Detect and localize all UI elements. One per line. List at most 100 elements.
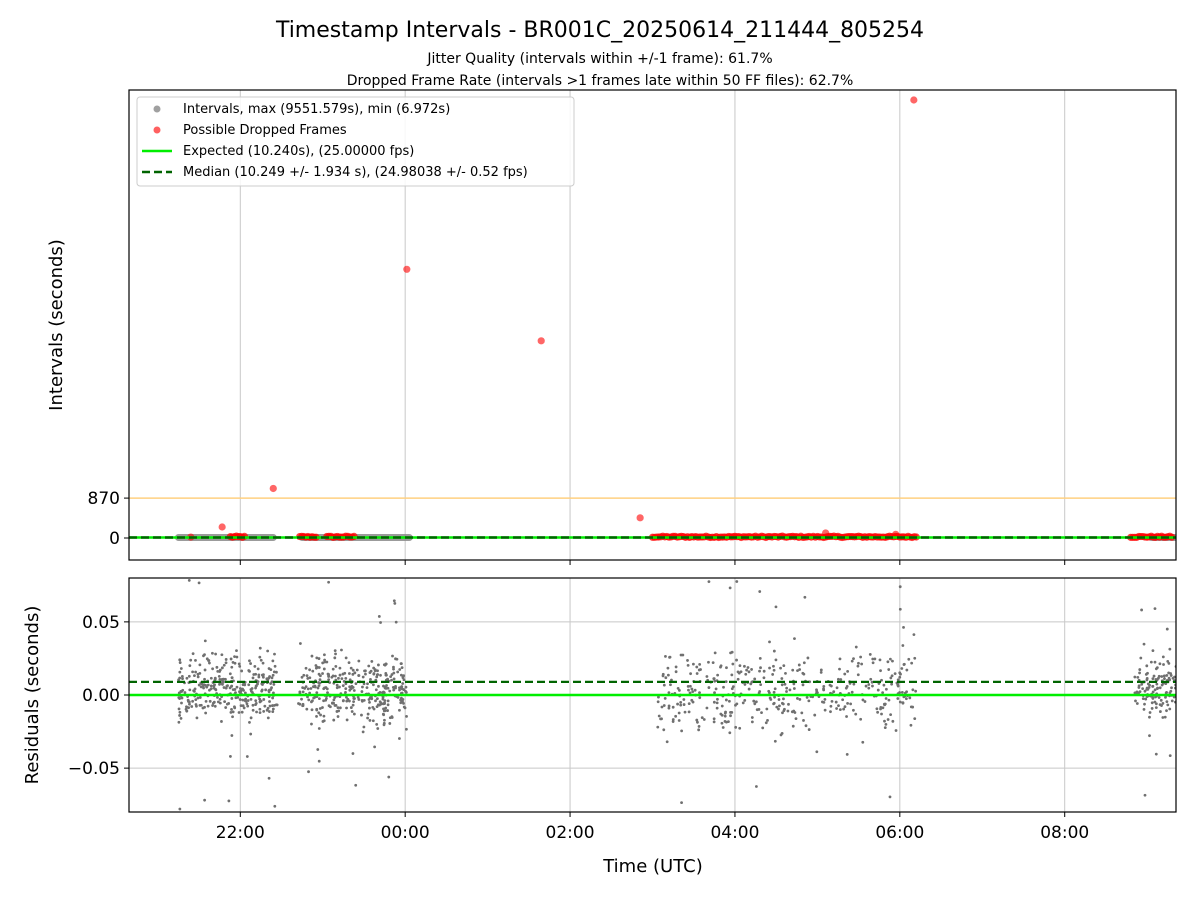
residuals-ticks: 22:00 00:00 02:00 04:00 06:00 08:00 0.05 0.00 −0…	[68, 613, 1089, 843]
residual-point	[729, 714, 732, 718]
residual-point	[233, 705, 236, 709]
residual-point	[902, 662, 906, 666]
residual-point	[669, 683, 672, 687]
residual-point	[242, 706, 246, 710]
residual-point	[244, 699, 248, 703]
residual-point	[707, 580, 711, 584]
residual-point	[1151, 690, 1155, 694]
residual-point	[227, 799, 231, 803]
residual-point	[383, 686, 387, 690]
residual-point	[221, 682, 224, 686]
residual-point	[774, 605, 778, 609]
residual-point	[249, 698, 253, 701]
x-axis-label: Time (UTC)	[602, 856, 703, 877]
residual-point	[901, 701, 905, 705]
residual-point	[663, 696, 667, 700]
residual-point	[256, 667, 260, 671]
residual-point	[752, 699, 756, 703]
residual-point	[871, 684, 874, 688]
residual-point	[702, 718, 706, 721]
residual-point	[803, 595, 807, 599]
residual-point	[235, 649, 238, 653]
intervals-axes-frame	[128, 89, 1177, 561]
residual-point	[266, 649, 270, 653]
residual-point	[1158, 710, 1162, 713]
residual-point	[772, 664, 775, 668]
residual-point	[213, 683, 216, 687]
residual-point	[347, 672, 351, 675]
residual-point	[402, 705, 406, 709]
residual-point	[350, 710, 354, 713]
residual-point	[725, 666, 728, 670]
residual-point	[318, 681, 322, 685]
residual-point	[662, 683, 666, 687]
residual-point	[360, 713, 363, 717]
residual-point	[311, 669, 315, 673]
residual-point	[388, 689, 392, 693]
residual-point	[345, 706, 348, 710]
residual-point	[713, 679, 717, 683]
residual-point	[913, 656, 917, 660]
residual-point	[317, 697, 321, 701]
residual-point	[224, 706, 228, 709]
residual-point	[876, 688, 880, 692]
dropped-frame-point	[822, 529, 830, 537]
residual-point	[270, 686, 273, 690]
residual-point	[839, 678, 843, 681]
residual-point	[730, 650, 734, 654]
residual-point	[401, 699, 404, 703]
residual-point	[656, 700, 660, 704]
residual-point	[888, 795, 892, 799]
residual-point	[736, 677, 740, 681]
residual-point	[884, 687, 888, 691]
residual-point	[197, 581, 201, 585]
residual-point	[802, 719, 805, 722]
residual-point	[679, 703, 683, 707]
residual-point	[317, 657, 321, 660]
residual-point	[209, 684, 213, 688]
residual-point	[845, 715, 848, 718]
residual-point	[178, 658, 182, 662]
residual-point	[758, 669, 761, 673]
residual-point	[890, 682, 894, 686]
residual-point	[361, 675, 365, 679]
intervals-ticks: 0 870	[88, 489, 1066, 565]
residual-point	[178, 670, 182, 674]
residual-point	[1137, 684, 1141, 688]
residual-point	[753, 702, 757, 706]
intervals-panel: 0 870 Intervals (seconds) Intervals, max …	[46, 89, 1177, 565]
residual-point	[246, 699, 250, 702]
residual-point	[254, 672, 258, 676]
residual-point	[787, 702, 790, 706]
residual-point	[349, 666, 353, 670]
residual-point	[202, 686, 205, 690]
residual-point	[730, 687, 734, 691]
residual-point	[203, 653, 206, 657]
residual-point	[774, 658, 778, 662]
residual-point	[231, 715, 234, 719]
residual-point	[257, 675, 261, 679]
residual-point	[355, 668, 359, 672]
residual-point	[216, 695, 219, 699]
residual-point	[1136, 676, 1140, 679]
residual-point	[886, 718, 890, 721]
residual-point	[341, 684, 345, 688]
residual-point	[912, 633, 916, 637]
residual-point	[843, 705, 847, 709]
residual-point	[1154, 677, 1158, 681]
residual-point	[348, 678, 352, 682]
residual-point	[196, 696, 200, 700]
residual-point	[1170, 686, 1173, 690]
residual-point	[1164, 691, 1168, 695]
residual-point	[723, 714, 727, 718]
residual-point	[745, 668, 749, 672]
residual-point	[230, 665, 234, 669]
residual-point	[206, 683, 210, 687]
dropped-frame-point	[403, 265, 411, 273]
residual-point	[1143, 689, 1147, 693]
residual-point	[743, 683, 747, 686]
residual-point	[765, 707, 769, 711]
residual-point	[240, 669, 244, 673]
residual-point	[1148, 711, 1152, 714]
residual-point	[695, 665, 699, 669]
